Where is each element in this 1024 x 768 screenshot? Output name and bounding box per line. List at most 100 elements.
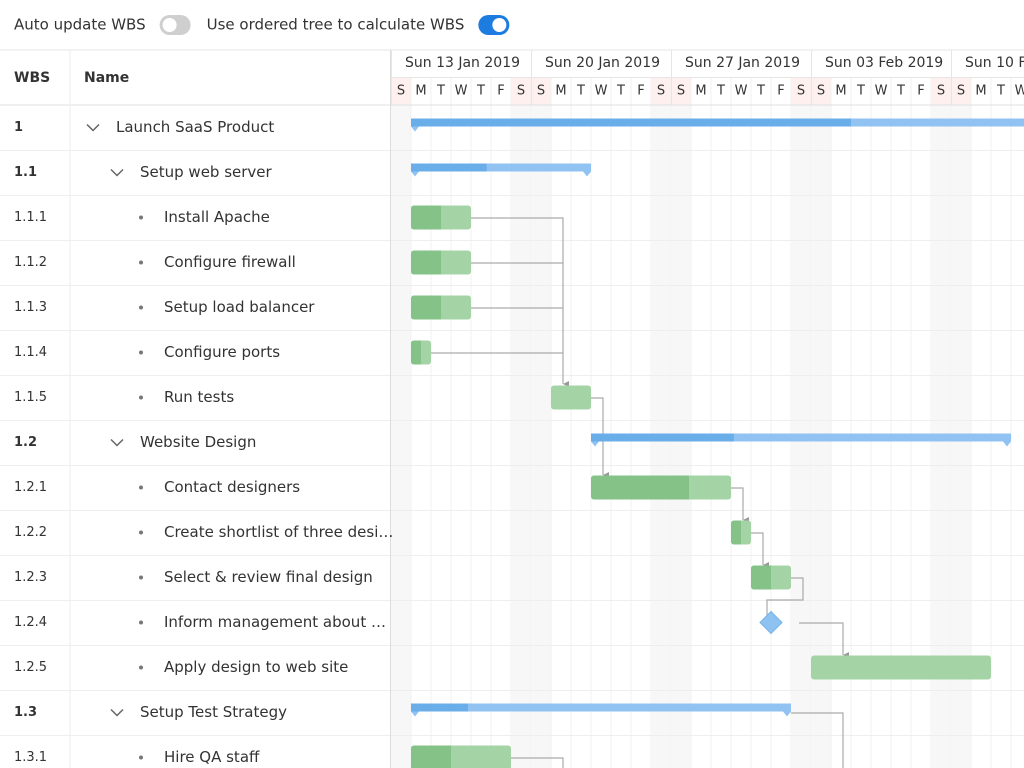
day-label: F — [497, 84, 504, 99]
milestone — [759, 610, 783, 635]
toggle[interactable] — [478, 15, 510, 35]
task-name: Contact designers — [164, 478, 300, 496]
expand-chevron — [110, 168, 124, 177]
toggle-label: Use ordered tree to calculate WBS — [207, 16, 465, 34]
task-name: Configure ports — [164, 343, 280, 361]
expand-chevron — [110, 438, 124, 447]
day-label: T — [616, 84, 625, 99]
wbs-cell: 1.1.2 — [14, 255, 47, 270]
summary-progress — [591, 433, 734, 442]
task-name: Hire QA staff — [164, 748, 260, 766]
wbs-cell: 1.1.5 — [14, 390, 47, 405]
day-label: S — [677, 84, 685, 99]
task-progress — [411, 205, 441, 230]
bullet — [139, 755, 143, 760]
task-bar — [411, 250, 471, 275]
toggle-label: Auto update WBS — [14, 16, 146, 34]
wbs-cell: 1.1.4 — [14, 345, 47, 360]
wbs-cell: 1.3 — [14, 705, 37, 720]
weekend-header — [531, 78, 551, 105]
day-label: W — [455, 84, 468, 99]
bullet — [139, 215, 143, 220]
bullet — [139, 575, 143, 580]
day-label: F — [917, 84, 924, 99]
task-bar — [411, 295, 471, 320]
bullet — [139, 620, 143, 625]
wbs-cell: 1.2 — [14, 435, 37, 450]
bullet — [139, 485, 143, 490]
week-label: Sun 20 Jan 2019 — [545, 55, 660, 71]
day-label: T — [896, 84, 905, 99]
expand-chevron — [110, 708, 124, 717]
task-progress — [731, 520, 741, 545]
task-bar-body — [811, 655, 991, 680]
wbs-cell: 1.2.5 — [14, 660, 47, 675]
expand-chevron — [86, 123, 100, 132]
weekend-column — [511, 105, 531, 768]
wbs-cell: 1.3.1 — [14, 750, 47, 765]
weekend-header — [951, 78, 971, 105]
name-header: Name — [84, 70, 129, 86]
day-label: S — [537, 84, 545, 99]
day-label: S — [657, 84, 665, 99]
wbs-cell: 1.2.2 — [14, 525, 47, 540]
bullet — [139, 260, 143, 265]
day-label: T — [716, 84, 725, 99]
dependency-links — [431, 217, 849, 768]
day-label: S — [797, 84, 805, 99]
day-label: S — [397, 84, 405, 99]
task-progress — [411, 340, 421, 365]
day-label: S — [937, 84, 945, 99]
weekend-header — [671, 78, 691, 105]
day-label: M — [975, 84, 986, 99]
task-bar — [811, 655, 991, 680]
summary-progress — [411, 163, 487, 172]
task-bar — [411, 340, 431, 365]
wbs-cell: 1.1.3 — [14, 300, 47, 315]
week-label: Sun 10 Feb 2019 — [965, 55, 1024, 71]
weekend-column — [391, 105, 411, 768]
summary-progress — [411, 118, 851, 127]
week-label: Sun 03 Feb 2019 — [825, 55, 943, 71]
task-progress — [411, 745, 451, 768]
day-label: S — [517, 84, 525, 99]
wbs-cell: 1.1 — [14, 165, 37, 180]
task-bar — [751, 565, 791, 590]
toggle-knob — [492, 18, 507, 32]
day-label: M — [695, 84, 706, 99]
toggle-knob — [162, 18, 177, 32]
day-label: F — [777, 84, 784, 99]
bullet — [139, 350, 143, 355]
task-name: Install Apache — [164, 208, 270, 226]
day-label: W — [875, 84, 888, 99]
day-label: S — [957, 84, 965, 99]
day-label: W — [595, 84, 608, 99]
summary-progress — [411, 703, 468, 712]
weekend-header — [511, 78, 531, 105]
weekend-header — [811, 78, 831, 105]
bullet — [139, 665, 143, 670]
task-name: Configure firewall — [164, 253, 296, 271]
toggle[interactable] — [159, 15, 191, 35]
task-name: Setup load balancer — [164, 298, 315, 316]
bullet — [139, 530, 143, 535]
wbs-header: WBS — [14, 70, 50, 86]
week-label: Sun 27 Jan 2019 — [685, 55, 800, 71]
summary-bar — [411, 703, 791, 717]
task-bar — [731, 520, 751, 545]
task-name: Setup Test Strategy — [140, 703, 287, 721]
day-label: F — [637, 84, 644, 99]
bullet — [139, 395, 143, 400]
summary-bar — [411, 163, 591, 177]
task-name: Website Design — [140, 433, 256, 451]
weekend-column — [531, 105, 551, 768]
task-bar — [411, 745, 511, 768]
task-progress — [411, 295, 441, 320]
day-label: T — [856, 84, 865, 99]
bars — [411, 118, 1024, 768]
task-bar — [551, 385, 591, 410]
task-progress — [411, 250, 441, 275]
task-name: Launch SaaS Product — [116, 118, 274, 136]
day-label: S — [817, 84, 825, 99]
